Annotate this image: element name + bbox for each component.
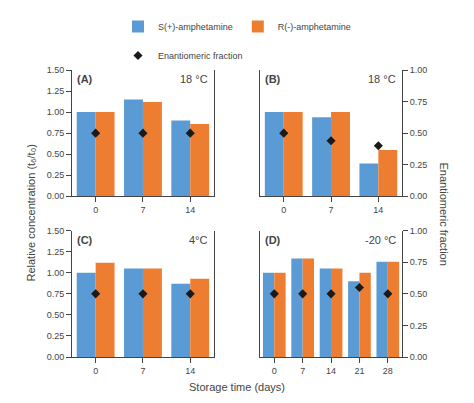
svg-text:1.00: 1.00 — [47, 107, 65, 117]
svg-text:(D): (D) — [265, 234, 281, 246]
svg-text:Enantiomeric fraction: Enantiomeric fraction — [158, 51, 243, 61]
svg-text:14: 14 — [185, 366, 195, 376]
svg-text:1.00: 1.00 — [410, 65, 428, 75]
svg-text:0.50: 0.50 — [47, 149, 65, 159]
svg-text:Enantiomeric fraction: Enantiomeric fraction — [438, 163, 450, 266]
svg-text:14: 14 — [373, 205, 383, 215]
svg-text:7: 7 — [300, 366, 305, 376]
svg-text:0.25: 0.25 — [410, 321, 428, 331]
svg-text:0.75: 0.75 — [47, 128, 65, 138]
svg-text:21: 21 — [354, 366, 364, 376]
svg-text:1.50: 1.50 — [47, 226, 65, 236]
svg-text:28: 28 — [383, 366, 393, 376]
svg-text:7: 7 — [140, 366, 145, 376]
svg-text:(C): (C) — [77, 234, 93, 246]
svg-text:Storage time (days): Storage time (days) — [189, 381, 285, 393]
svg-text:0: 0 — [272, 366, 277, 376]
svg-text:R(-)-amphetamine: R(-)-amphetamine — [278, 22, 351, 32]
svg-text:0.75: 0.75 — [47, 289, 65, 299]
svg-text:0.25: 0.25 — [410, 160, 428, 170]
svg-text:0.00: 0.00 — [47, 352, 65, 362]
svg-text:0.00: 0.00 — [410, 352, 428, 362]
svg-text:7: 7 — [329, 205, 334, 215]
svg-text:1.25: 1.25 — [47, 247, 65, 257]
svg-text:1.25: 1.25 — [47, 86, 65, 96]
svg-text:0.75: 0.75 — [410, 257, 428, 267]
svg-text:1.00: 1.00 — [410, 226, 428, 236]
svg-text:Relative concentration (t₆/t₀): Relative concentration (t₆/t₀) — [25, 144, 37, 281]
svg-text:0.25: 0.25 — [47, 170, 65, 180]
svg-text:(B): (B) — [265, 73, 281, 85]
svg-text:1.50: 1.50 — [47, 65, 65, 75]
svg-text:7: 7 — [140, 205, 145, 215]
svg-text:(A): (A) — [77, 73, 93, 85]
svg-text:0.50: 0.50 — [47, 310, 65, 320]
svg-text:18 °C: 18 °C — [368, 73, 396, 85]
svg-text:S(+)-amphetamine: S(+)-amphetamine — [158, 22, 233, 32]
svg-text:0.50: 0.50 — [410, 128, 428, 138]
svg-text:0.00: 0.00 — [410, 191, 428, 201]
svg-text:0.00: 0.00 — [47, 191, 65, 201]
svg-text:0: 0 — [93, 366, 98, 376]
svg-text:14: 14 — [185, 205, 195, 215]
svg-text:-20 °C: -20 °C — [365, 234, 396, 246]
svg-text:0.75: 0.75 — [410, 97, 428, 107]
svg-text:0.50: 0.50 — [410, 289, 428, 299]
svg-text:4°C: 4°C — [189, 234, 208, 246]
svg-text:0.25: 0.25 — [47, 331, 65, 341]
svg-text:18 °C: 18 °C — [180, 73, 208, 85]
svg-text:0: 0 — [281, 205, 286, 215]
svg-text:14: 14 — [326, 366, 336, 376]
svg-text:0: 0 — [93, 205, 98, 215]
svg-text:1.00: 1.00 — [47, 268, 65, 278]
